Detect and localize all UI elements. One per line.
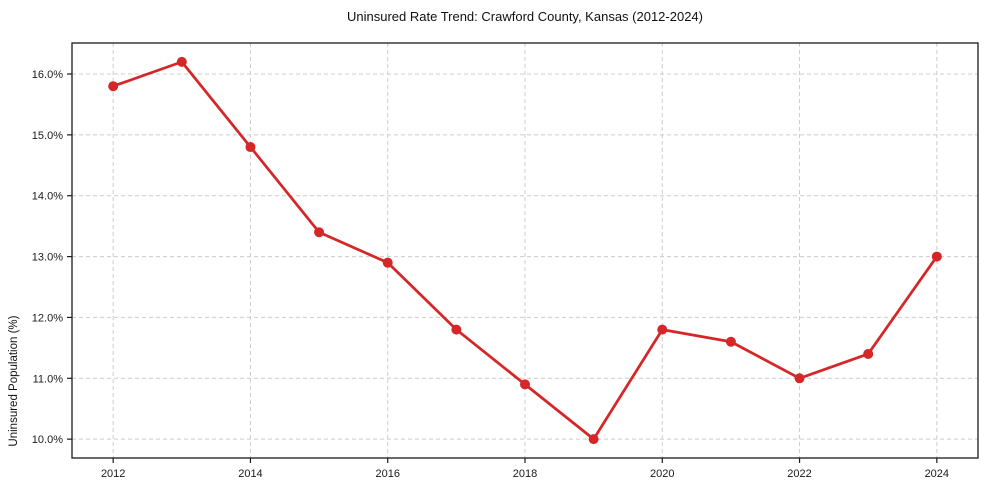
y-tick-label: 10.0% <box>32 434 63 446</box>
chart-title: Uninsured Rate Trend: Crawford County, K… <box>346 9 703 24</box>
y-tick-label: 13.0% <box>32 252 63 264</box>
y-tick-label: 12.0% <box>32 312 63 324</box>
data-point-2020 <box>657 324 668 335</box>
data-point-2023 <box>863 348 874 359</box>
y-tick-label: 16.0% <box>32 69 63 81</box>
y-tick-label: 11.0% <box>33 373 64 385</box>
data-point-2013 <box>176 56 187 67</box>
data-point-2017 <box>451 324 462 335</box>
x-tick-label: 2012 <box>101 468 125 480</box>
data-point-2019 <box>588 434 599 445</box>
data-point-2016 <box>382 257 393 268</box>
x-tick-label: 2018 <box>513 468 537 480</box>
data-point-2024 <box>931 251 942 262</box>
y-tick-label: 15.0% <box>32 130 63 142</box>
data-point-2012 <box>108 81 119 92</box>
data-point-2015 <box>314 227 325 238</box>
x-tick-label: 2020 <box>650 468 674 480</box>
x-tick-label: 2022 <box>787 468 811 480</box>
x-tick-label: 2014 <box>238 468 262 480</box>
y-tick-label: 14.0% <box>32 191 63 203</box>
data-point-2018 <box>520 379 530 390</box>
x-tick-label: 2016 <box>375 468 399 480</box>
data-point-2022 <box>794 373 805 384</box>
x-tick-label: 2024 <box>925 468 949 480</box>
data-point-2021 <box>725 336 736 347</box>
data-point-2014 <box>245 142 256 153</box>
